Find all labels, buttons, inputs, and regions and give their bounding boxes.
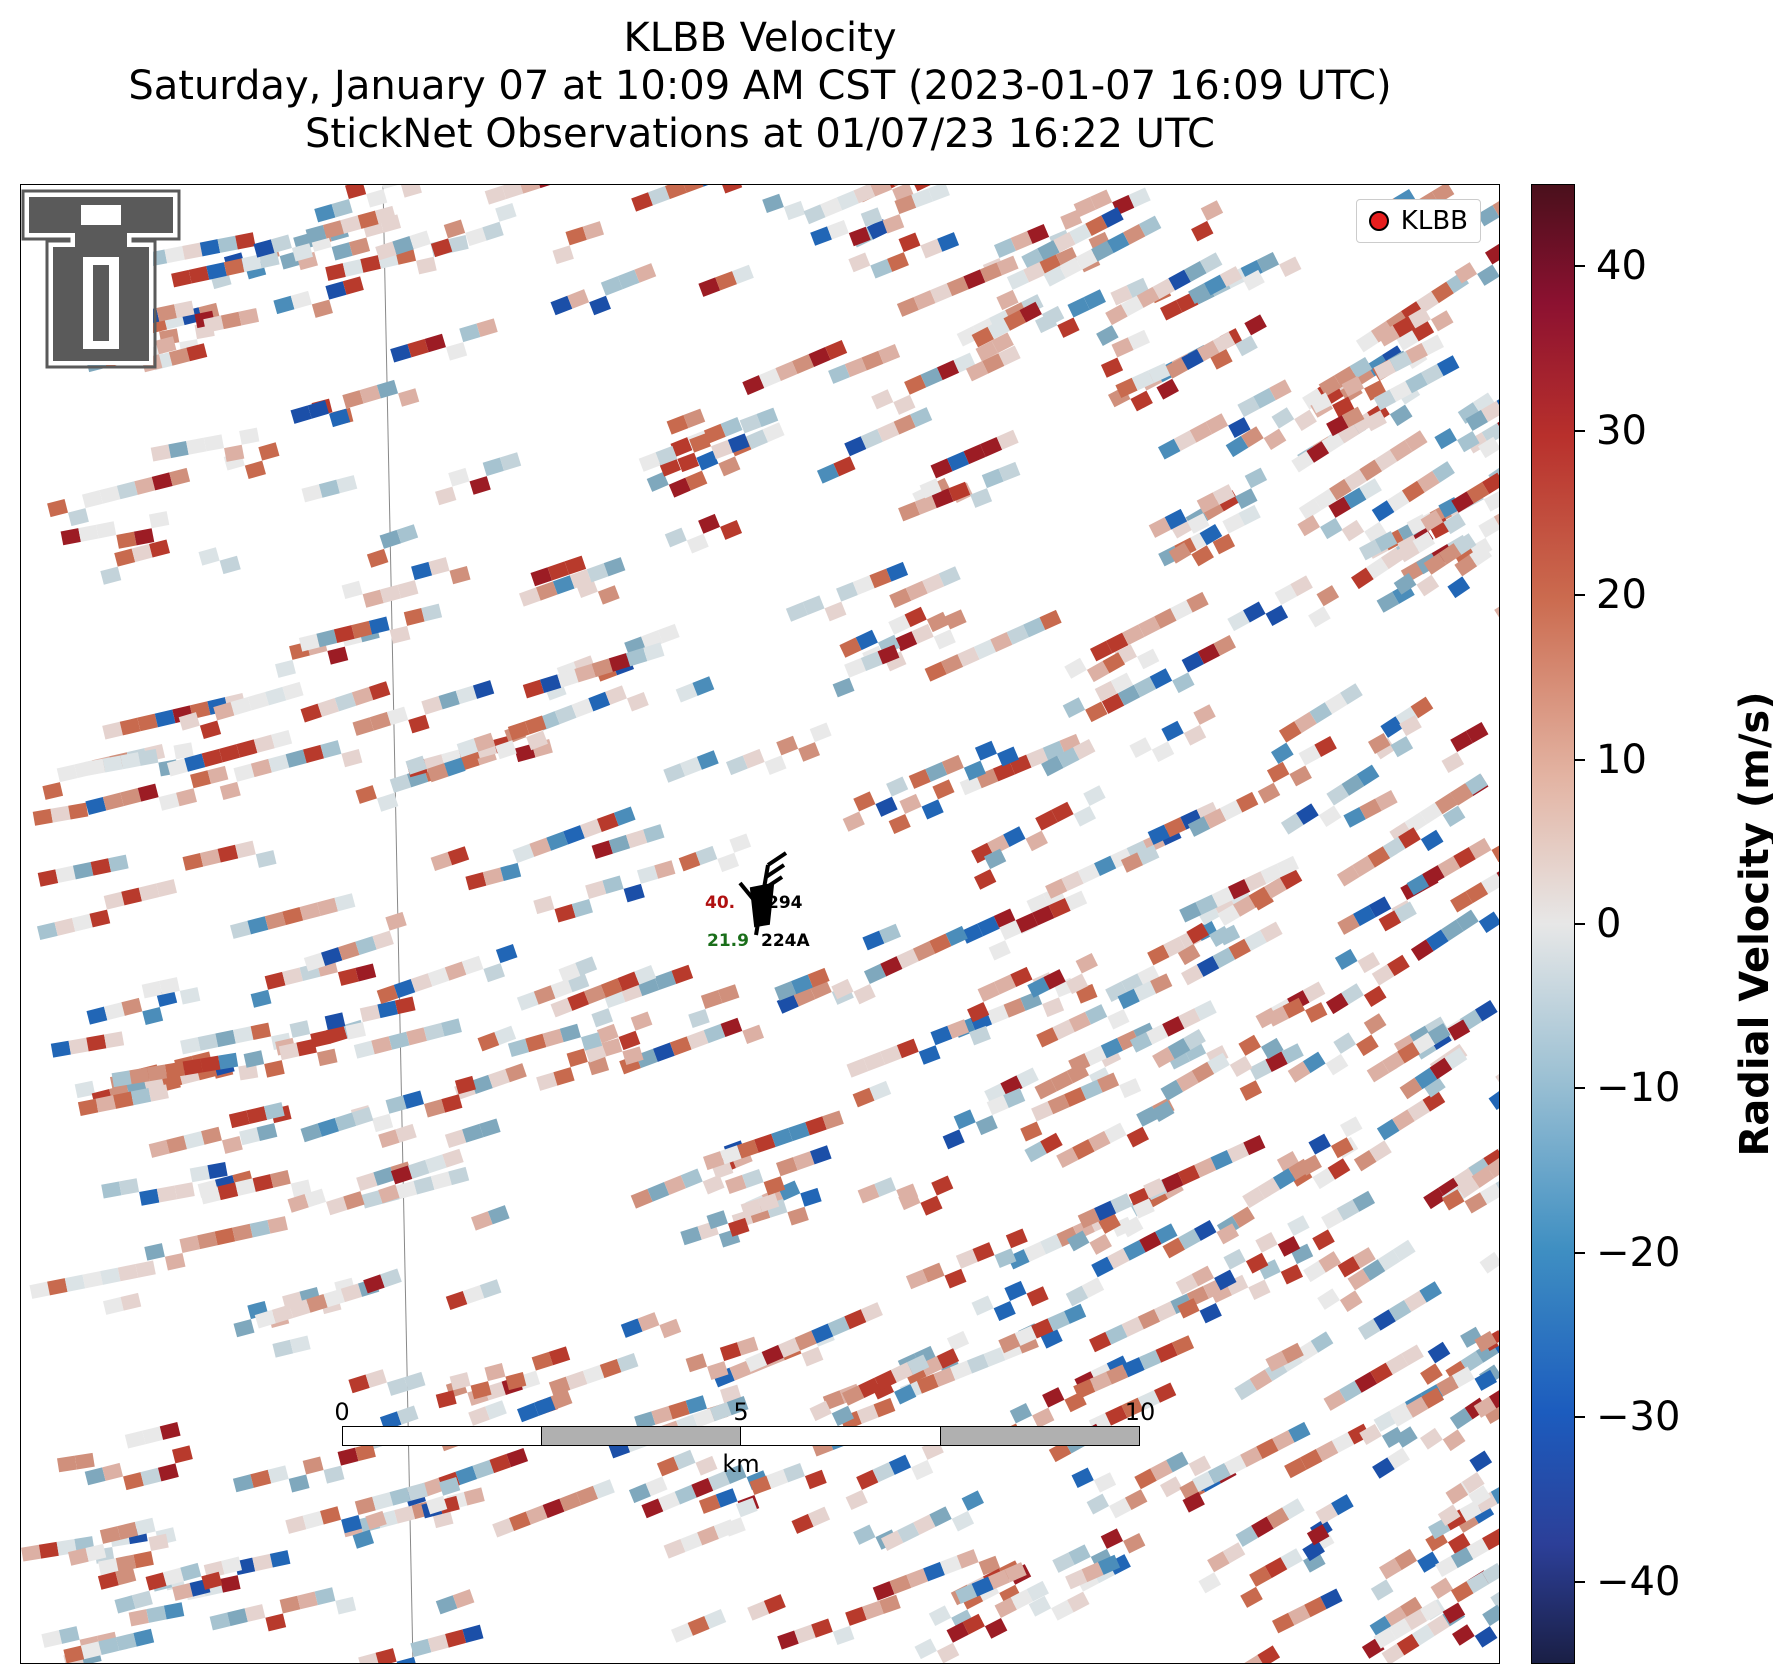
station-temp-294: 40. <box>705 893 736 913</box>
scale-segment-1 <box>342 1426 542 1446</box>
scale-tick-5: 5 <box>733 1398 749 1426</box>
colorbar-tick-mark <box>1575 923 1585 925</box>
scale-tick-10: 10 <box>1124 1398 1156 1426</box>
station-id-294: 294 <box>767 893 803 913</box>
scale-tick-0: 0 <box>334 1398 350 1426</box>
scale-segment-2 <box>541 1426 741 1446</box>
radar-map[interactable]: KLBB 40. 294 21.9 224A <box>20 184 1500 1664</box>
colorbar-tick-mark <box>1575 1087 1585 1090</box>
colorbar-tick-mark <box>1575 758 1585 761</box>
colorbar-tick-mark <box>1575 265 1585 268</box>
title-line-3: StickNet Observations at 01/07/23 16:22 … <box>305 111 1215 157</box>
colorbar-tick-label: −40 <box>1596 1558 1681 1605</box>
scale-segment-4 <box>940 1426 1140 1446</box>
velocity-gates <box>21 185 1499 1663</box>
colorbar-tick-label: 10 <box>1596 736 1647 783</box>
klbb-marker-icon <box>1368 211 1389 231</box>
colorbar-tick-mark <box>1575 1580 1585 1583</box>
figure-title: KLBB Velocity Saturday, January 07 at 10… <box>20 14 1500 158</box>
colorbar-tick-mark <box>1575 429 1585 432</box>
station-temp-224a: 21.9 <box>707 931 749 951</box>
colorbar-tick-label: −30 <box>1596 1394 1681 1441</box>
colorbar-tick-label: 40 <box>1596 243 1647 290</box>
texas-tech-double-t-logo <box>21 189 181 369</box>
scale-segment-3 <box>740 1426 941 1446</box>
colorbar-tick-label: −20 <box>1596 1229 1681 1276</box>
title-line-2: Saturday, January 07 at 10:09 AM CST (20… <box>128 63 1392 109</box>
colorbar-tick-label: −10 <box>1596 1065 1681 1112</box>
colorbar-tick-mark <box>1575 1251 1585 1254</box>
scale-bar: 0 5 10 km <box>334 1398 1155 1478</box>
colorbar <box>1531 184 1575 1664</box>
title-line-1: KLBB Velocity <box>623 15 897 61</box>
station-wind-barb-icon <box>738 851 788 936</box>
colorbar-tick-mark <box>1575 594 1585 597</box>
colorbar-tick-label: 30 <box>1596 407 1647 454</box>
colorbar-tick-mark <box>1575 1416 1585 1419</box>
map-legend: KLBB <box>1355 199 1481 243</box>
station-id-224a: 224A <box>761 931 810 951</box>
colorbar-label: Radial Velocity (m/s) <box>1732 691 1773 1157</box>
radar-velocity-field <box>21 185 1499 1663</box>
colorbar-tick-label: 0 <box>1596 901 1622 947</box>
legend-label: KLBB <box>1400 206 1468 236</box>
scale-unit: km <box>722 1450 760 1478</box>
colorbar-tick-label: 20 <box>1596 572 1647 619</box>
